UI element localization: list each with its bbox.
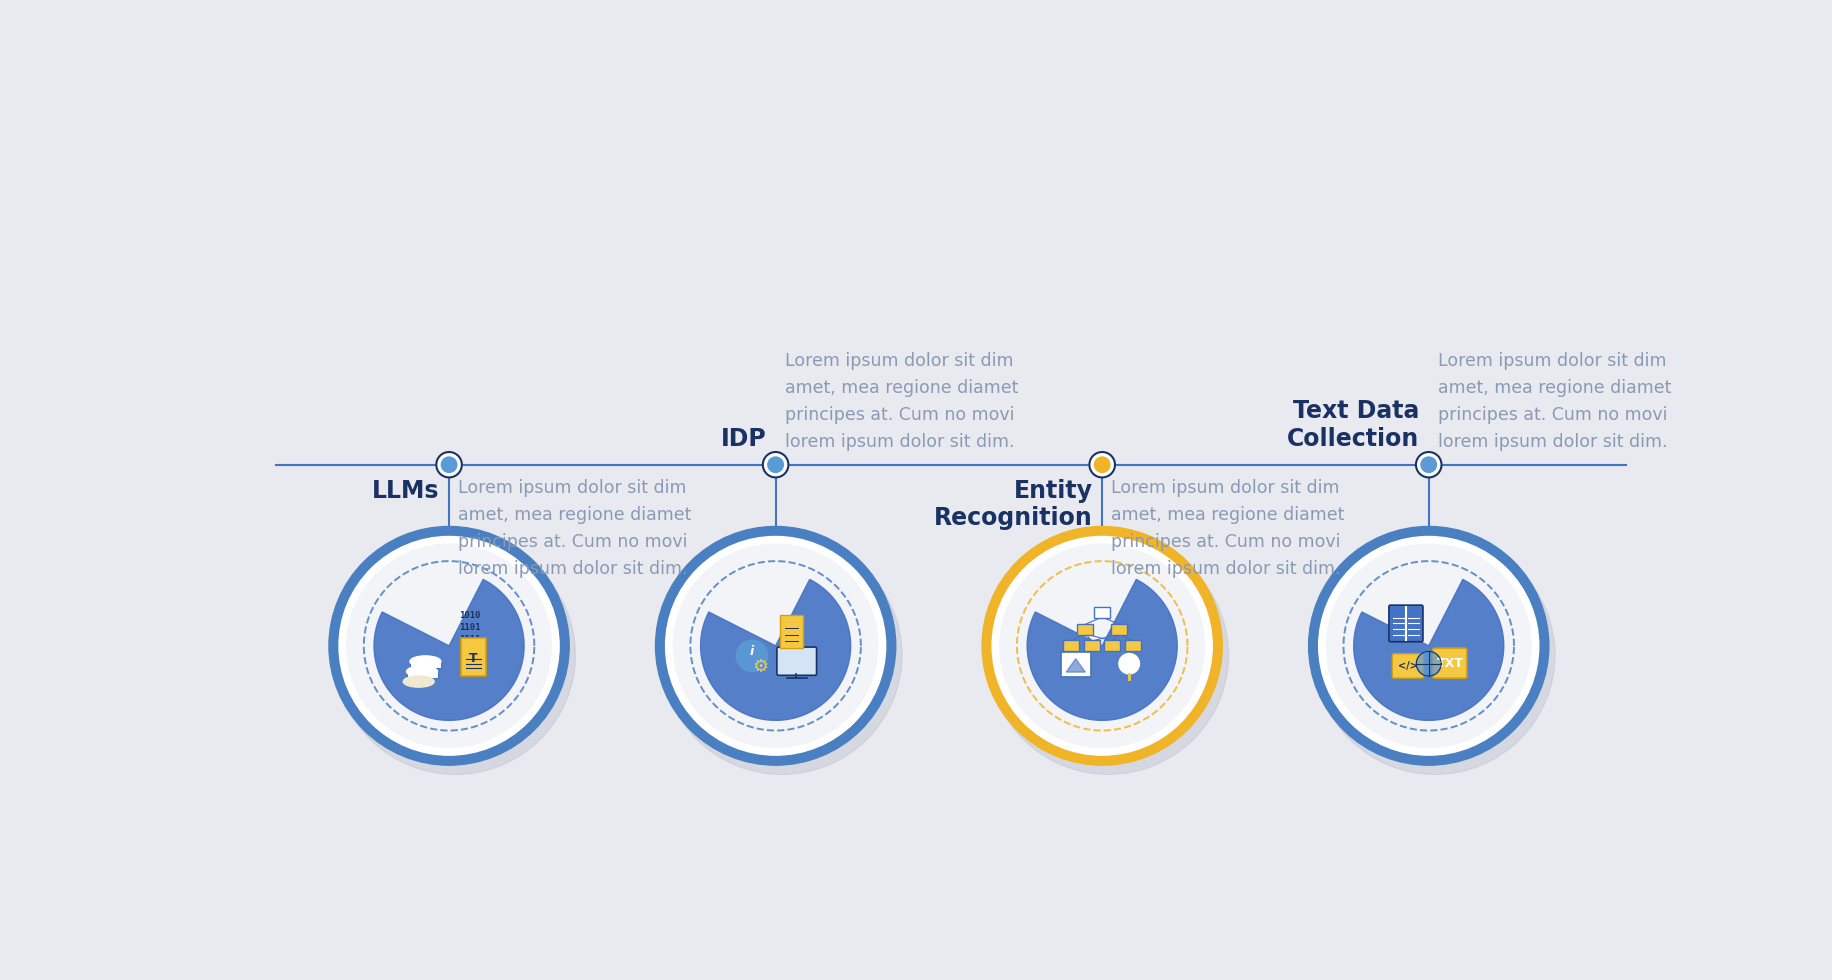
Circle shape [1315, 536, 1555, 774]
Text: Lorem ipsum dolor sit dim
amet, mea regione diamet
principes at. Cum no movi
lor: Lorem ipsum dolor sit dim amet, mea regi… [1112, 478, 1345, 578]
Circle shape [982, 526, 1222, 765]
Ellipse shape [403, 676, 434, 687]
FancyBboxPatch shape [1061, 653, 1090, 677]
FancyBboxPatch shape [1389, 605, 1423, 642]
FancyBboxPatch shape [777, 647, 817, 675]
FancyBboxPatch shape [1112, 623, 1127, 635]
FancyBboxPatch shape [780, 615, 804, 648]
Polygon shape [1028, 579, 1178, 720]
Text: Text Data
Collection: Text Data Collection [1288, 399, 1420, 451]
Circle shape [1326, 544, 1532, 748]
Circle shape [339, 536, 559, 756]
Text: 1101: 1101 [460, 623, 480, 632]
Circle shape [1319, 536, 1539, 756]
Ellipse shape [410, 656, 442, 667]
FancyBboxPatch shape [1077, 623, 1094, 635]
Text: LLMs: LLMs [372, 478, 440, 503]
Circle shape [1416, 452, 1442, 477]
FancyBboxPatch shape [410, 661, 442, 668]
FancyBboxPatch shape [1433, 648, 1467, 678]
Circle shape [736, 640, 768, 671]
Circle shape [656, 526, 896, 765]
Circle shape [1416, 652, 1442, 676]
Text: Entity
Recognition: Entity Recognition [934, 478, 1094, 530]
Text: TXT: TXT [1436, 657, 1464, 669]
Text: T: T [469, 652, 478, 664]
FancyBboxPatch shape [1105, 640, 1119, 652]
FancyBboxPatch shape [1094, 607, 1110, 617]
Circle shape [674, 544, 878, 748]
FancyBboxPatch shape [1063, 640, 1079, 652]
Polygon shape [1354, 579, 1504, 720]
Circle shape [1094, 457, 1110, 472]
FancyBboxPatch shape [407, 670, 438, 678]
Circle shape [330, 526, 570, 765]
Circle shape [987, 536, 1229, 774]
Circle shape [335, 536, 575, 774]
FancyBboxPatch shape [460, 638, 485, 675]
Text: i: i [749, 645, 755, 658]
Text: 1010: 1010 [460, 611, 480, 619]
Polygon shape [374, 579, 524, 720]
Text: Lorem ipsum dolor sit dim
amet, mea regione diamet
principes at. Cum no movi
lor: Lorem ipsum dolor sit dim amet, mea regi… [784, 352, 1019, 451]
FancyBboxPatch shape [1392, 654, 1423, 678]
Polygon shape [1066, 659, 1085, 672]
Circle shape [1308, 526, 1548, 765]
FancyBboxPatch shape [1085, 640, 1099, 652]
Circle shape [665, 536, 885, 756]
Text: Lorem ipsum dolor sit dim
amet, mea regione diamet
principes at. Cum no movi
lor: Lorem ipsum dolor sit dim amet, mea regi… [458, 478, 692, 578]
Circle shape [661, 536, 901, 774]
Ellipse shape [407, 666, 438, 677]
Text: Lorem ipsum dolor sit dim
amet, mea regione diamet
principes at. Cum no movi
lor: Lorem ipsum dolor sit dim amet, mea regi… [1438, 352, 1671, 451]
Circle shape [1119, 654, 1140, 674]
Text: IDP: IDP [720, 427, 766, 451]
Circle shape [1422, 457, 1436, 472]
Circle shape [1000, 544, 1204, 748]
Circle shape [442, 457, 456, 472]
Text: </>: </> [1398, 661, 1418, 671]
FancyBboxPatch shape [1125, 640, 1141, 652]
Text: 1011: 1011 [460, 635, 480, 644]
Polygon shape [700, 579, 850, 720]
Circle shape [1090, 452, 1116, 477]
Circle shape [762, 452, 788, 477]
Text: ⚙: ⚙ [751, 658, 768, 676]
Circle shape [436, 452, 462, 477]
Circle shape [768, 457, 784, 472]
Circle shape [346, 544, 551, 748]
Circle shape [993, 536, 1213, 756]
